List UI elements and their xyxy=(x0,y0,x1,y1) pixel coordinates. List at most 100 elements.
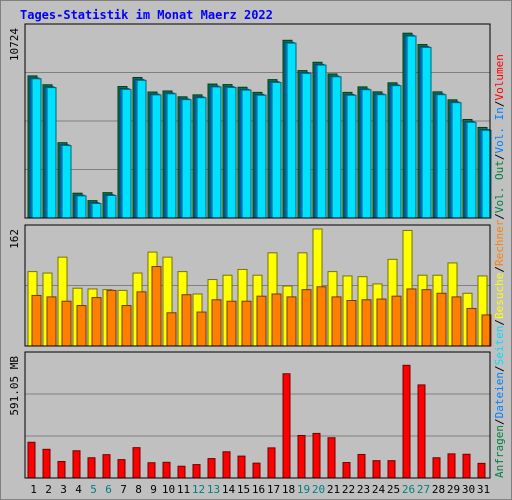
bar-rechner-day-7 xyxy=(121,305,132,347)
x-tick-label-day-3: 3 xyxy=(60,483,67,496)
x-tick-label-day-10: 10 xyxy=(162,483,175,496)
legend-entry-7: / xyxy=(493,266,506,273)
x-tick-label-day-5: 5 xyxy=(90,483,97,496)
legend-entry-10: Vol. Out xyxy=(493,160,506,213)
bar-rechner-day-12 xyxy=(196,311,207,347)
bar-seiten-day-22 xyxy=(346,94,357,219)
y-max-label-volume: 591.05 MB xyxy=(8,356,21,416)
bar-seiten-day-1 xyxy=(31,78,42,219)
y-max-label-visits-sites: 162 xyxy=(8,229,21,249)
bar-rechner-day-15 xyxy=(241,300,252,347)
x-tick-label-day-8: 8 xyxy=(135,483,142,496)
bar-volumen-day-21 xyxy=(327,437,336,479)
bar-rechner-day-1 xyxy=(31,294,42,347)
bar-volumen-day-27 xyxy=(417,384,426,479)
bar-rechner-day-29 xyxy=(451,296,462,347)
bar-volumen-day-13 xyxy=(207,458,216,479)
bar-seiten-day-12 xyxy=(196,97,207,219)
bar-seiten-day-11 xyxy=(181,99,192,219)
bar-rechner-day-21 xyxy=(331,296,342,347)
bar-rechner-day-4 xyxy=(76,305,87,347)
bar-seiten-day-19 xyxy=(301,72,312,219)
bar-volumen-day-9 xyxy=(147,462,156,479)
bar-rechner-day-24 xyxy=(376,298,387,347)
bar-volumen-day-31 xyxy=(477,462,486,479)
bar-seiten-day-2 xyxy=(46,87,57,219)
legend-entry-14: Volumen xyxy=(493,54,506,100)
bar-seiten-day-21 xyxy=(331,76,342,219)
legend-entry-13: / xyxy=(493,100,506,107)
bar-volumen-day-3 xyxy=(57,460,66,479)
legend-entry-2: Dateien xyxy=(493,372,506,418)
bar-rechner-day-19 xyxy=(301,289,312,347)
bar-seiten-day-23 xyxy=(361,89,372,219)
x-tick-label-day-23: 23 xyxy=(357,483,370,496)
bar-volumen-day-16 xyxy=(252,462,261,479)
bar-volumen-day-6 xyxy=(102,454,111,479)
bar-volumen-day-18 xyxy=(282,373,291,479)
legend-entry-9: / xyxy=(493,213,506,220)
x-tick-label-day-24: 24 xyxy=(372,483,386,496)
panel-border-volume xyxy=(24,351,491,479)
bar-seiten-day-15 xyxy=(241,89,252,219)
bar-seiten-day-28 xyxy=(436,94,447,219)
x-tick-label-day-26: 26 xyxy=(402,483,415,496)
legend-entry-11: / xyxy=(493,153,506,160)
bar-rechner-day-28 xyxy=(436,292,447,347)
chart-title: Tages-Statistik im Monat Maerz 2022 xyxy=(20,8,273,22)
x-tick-label-day-27: 27 xyxy=(417,483,430,496)
x-tick-label-day-6: 6 xyxy=(105,483,112,496)
x-tick-label-day-25: 25 xyxy=(387,483,400,496)
bar-rechner-day-23 xyxy=(361,299,372,347)
bar-rechner-day-11 xyxy=(181,294,192,347)
bar-volumen-day-29 xyxy=(447,453,456,479)
bar-rechner-day-8 xyxy=(136,291,147,347)
bar-volumen-day-8 xyxy=(132,447,141,479)
x-tick-label-day-13: 13 xyxy=(207,483,220,496)
bar-rechner-day-25 xyxy=(391,295,402,347)
bar-rechner-day-18 xyxy=(286,296,297,347)
bar-volumen-day-28 xyxy=(432,457,441,479)
bar-volumen-day-22 xyxy=(342,462,351,479)
bar-volumen-day-20 xyxy=(312,432,321,479)
bar-seiten-day-30 xyxy=(466,121,477,219)
x-tick-label-day-11: 11 xyxy=(177,483,190,496)
bar-seiten-day-27 xyxy=(421,46,432,219)
bar-seiten-day-14 xyxy=(226,86,237,219)
bar-volumen-day-7 xyxy=(117,459,126,479)
bar-rechner-day-16 xyxy=(256,295,267,347)
bar-volumen-day-1 xyxy=(27,441,36,479)
legend-right: Anfragen/Dateien/Seiten/Besuche/Rechner/… xyxy=(493,54,506,478)
x-tick-label-day-19: 19 xyxy=(297,483,310,496)
x-tick-label-day-7: 7 xyxy=(120,483,127,496)
legend-entry-4: Seiten xyxy=(493,326,506,366)
panel-border-hits-files xyxy=(24,23,491,219)
bar-volumen-day-2 xyxy=(42,448,51,479)
bar-volumen-day-5 xyxy=(87,457,96,479)
bar-seiten-day-9 xyxy=(151,94,162,219)
bar-seiten-day-16 xyxy=(256,94,267,219)
y-max-label-hits-files: 10724 xyxy=(8,28,21,61)
panel-border-visits-sites xyxy=(24,224,491,347)
x-tick-label-day-22: 22 xyxy=(342,483,355,496)
bar-seiten-day-6 xyxy=(106,194,117,219)
x-tick-label-day-29: 29 xyxy=(447,483,460,496)
x-tick-label-day-30: 30 xyxy=(462,483,475,496)
x-tick-label-day-31: 31 xyxy=(477,483,490,496)
bar-volumen-day-26 xyxy=(402,364,411,479)
x-tick-label-day-15: 15 xyxy=(237,483,250,496)
bar-rechner-day-10 xyxy=(166,312,177,347)
x-tick-label-day-17: 17 xyxy=(267,483,280,496)
legend-entry-12: Vol. In xyxy=(493,107,506,153)
bar-seiten-day-3 xyxy=(61,145,72,219)
bar-rechner-day-30 xyxy=(466,307,477,347)
bar-rechner-day-13 xyxy=(211,299,222,347)
legend-entry-0: Anfragen xyxy=(493,425,506,478)
bar-rechner-day-6 xyxy=(106,289,117,347)
bar-volumen-day-25 xyxy=(387,460,396,479)
legend-entry-5: / xyxy=(493,319,506,326)
x-tick-label-day-1: 1 xyxy=(30,483,37,496)
legend-entry-3: / xyxy=(493,365,506,372)
bar-volumen-day-11 xyxy=(177,465,186,479)
bar-rechner-day-2 xyxy=(46,296,57,347)
